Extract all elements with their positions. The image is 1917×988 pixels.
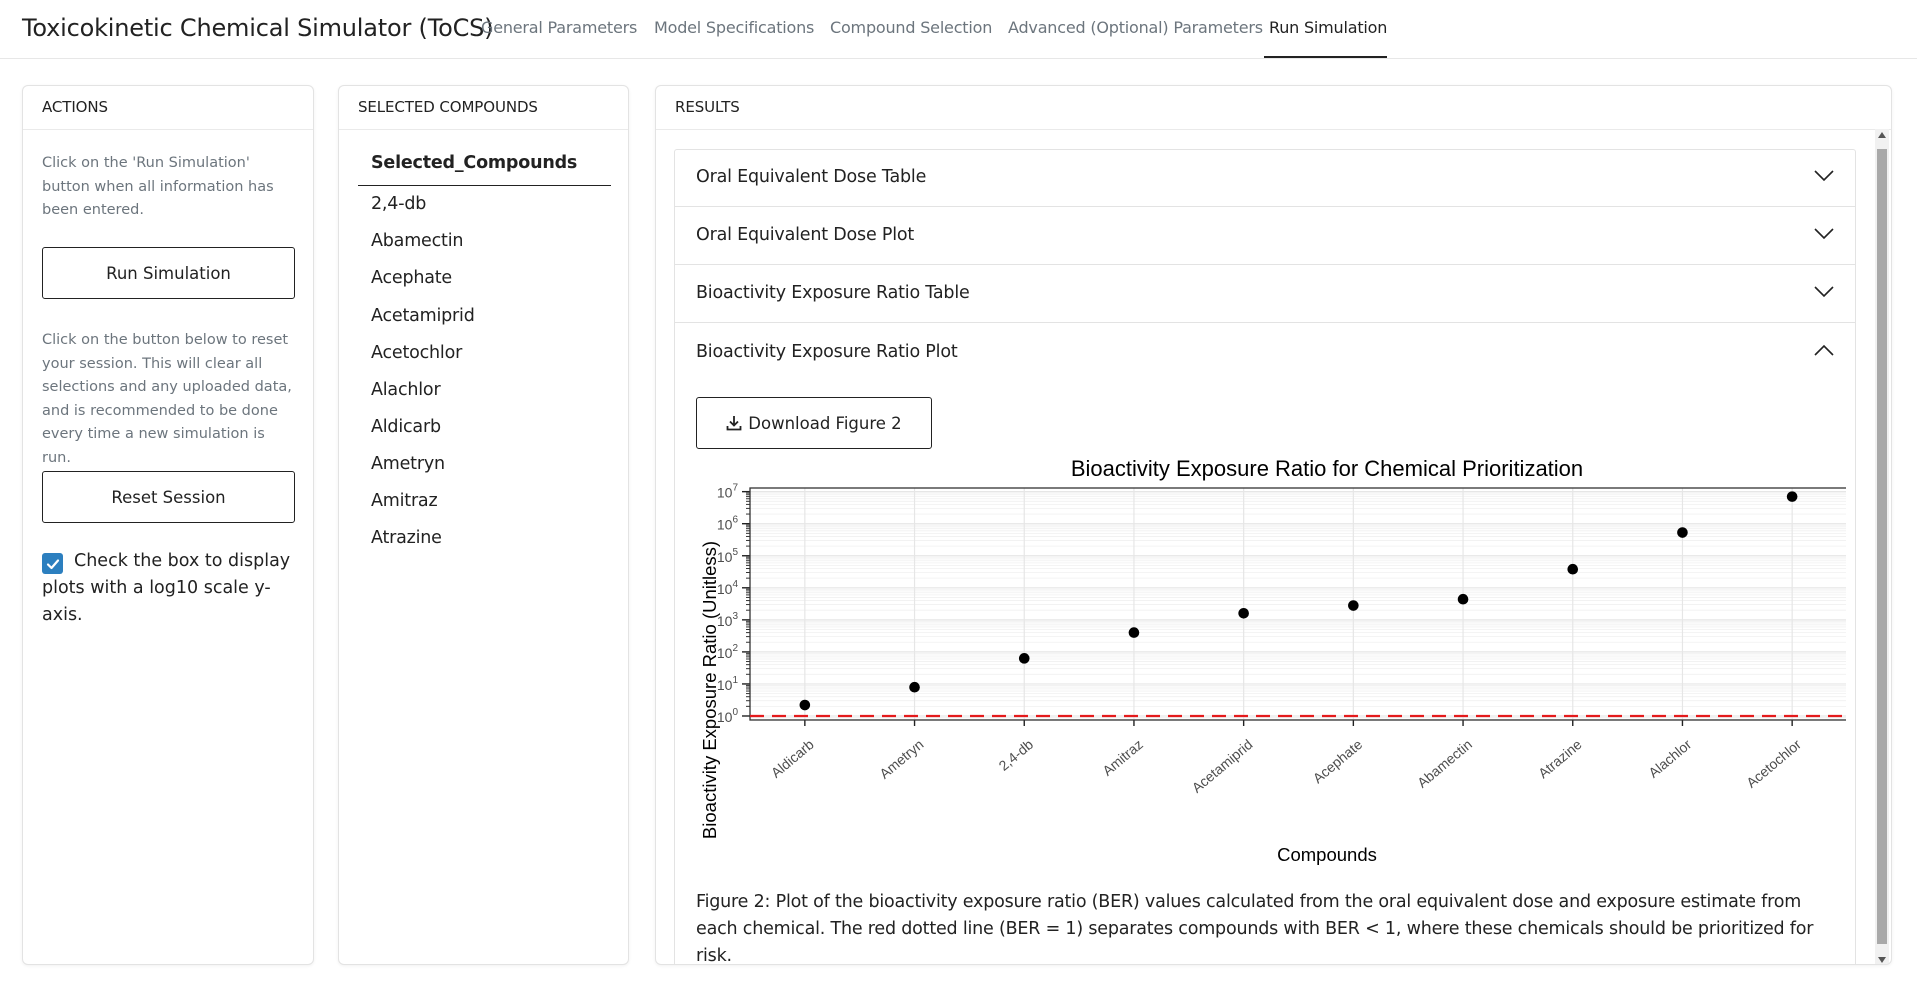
figure-caption: Figure 2: Plot of the bioactivity exposu… [696, 892, 1814, 965]
chevron-up-icon [1814, 344, 1834, 356]
scroll-up-icon[interactable] [1878, 132, 1886, 138]
y-tick-label: 105 [717, 547, 739, 565]
active-tab-indicator [1264, 56, 1387, 58]
chevron-down-icon [1814, 170, 1834, 182]
ber-chart: Bioactivity Exposure Ratio for Chemical … [699, 456, 1846, 865]
data-point [1128, 627, 1140, 638]
data-point [1018, 653, 1030, 664]
y-tick-label: 107 [717, 483, 739, 501]
x-tick-label: 2,4-db [995, 736, 1036, 774]
list-item: Acephate [371, 268, 453, 288]
reset-help-text: Click on the button below to reset your … [42, 332, 292, 466]
data-point [1567, 563, 1579, 575]
log-scale-label: Check the box to display plots with a lo… [42, 551, 291, 625]
x-tick-label: Amitraz [1099, 736, 1146, 779]
results-accordion [674, 149, 1856, 964]
checkmark-icon [46, 558, 59, 569]
accordion-ber-table[interactable]: Bioactivity Exposure Ratio Table [674, 265, 1856, 323]
download-label: Download Figure 2 [748, 413, 902, 433]
results-scrollbar[interactable] [1875, 129, 1889, 964]
y-axis-label: Bioactivity Exposure Ratio (Unitless) [699, 541, 720, 839]
actions-header: ACTIONS [23, 86, 313, 130]
x-tick-label: Atrazine [1535, 736, 1585, 781]
scroll-down-icon[interactable] [1878, 957, 1886, 963]
accordion-label: Bioactivity Exposure Ratio Plot [696, 342, 958, 362]
list-item: Abamectin [371, 231, 464, 251]
tab-general-parameters[interactable]: General Parameters [481, 18, 638, 37]
data-point [1238, 608, 1249, 619]
run-simulation-button[interactable]: Run Simulation [42, 247, 295, 299]
data-point [799, 699, 811, 711]
list-item: Alachlor [371, 380, 441, 400]
compounds-column-header: Selected_Compounds [358, 153, 611, 186]
tab-run-simulation[interactable]: Run Simulation [1269, 18, 1388, 37]
chart-title: Bioactivity Exposure Ratio for Chemical … [1071, 456, 1583, 481]
accordion-ber-plot[interactable]: Bioactivity Exposure Ratio Plot [674, 323, 1856, 382]
y-tick-label: 101 [717, 675, 739, 693]
x-tick-label: Acephate [1310, 736, 1366, 786]
download-figure-button[interactable]: Download Figure 2 [696, 397, 932, 449]
data-point [1786, 491, 1798, 502]
accordion-oral-dose-table[interactable]: Oral Equivalent Dose Table [674, 149, 1856, 207]
x-tick-label: Aldicarb [768, 736, 817, 781]
tab-compound-selection[interactable]: Compound Selection [830, 18, 993, 37]
x-tick-label: Alachlor [1645, 736, 1694, 781]
y-tick-label: 102 [717, 643, 739, 661]
accordion-label: Bioactivity Exposure Ratio Table [696, 283, 970, 303]
x-tick-label: Ametryn [876, 736, 926, 782]
log-scale-checkbox[interactable] [42, 553, 63, 574]
list-item: Amitraz [371, 491, 438, 511]
data-point [1348, 600, 1359, 611]
tab-advanced-parameters[interactable]: Advanced (Optional) Parameters [1008, 18, 1263, 37]
y-tick-label: 104 [717, 579, 739, 597]
y-tick-label: 100 [717, 707, 739, 725]
data-point [1457, 593, 1469, 605]
navbar: Toxicokinetic Chemical Simulator (ToCS) … [0, 0, 1917, 59]
list-item: Atrazine [371, 528, 442, 548]
x-tick-label: Acetamiprid [1189, 736, 1256, 796]
results-header: RESULTS [656, 86, 1891, 130]
reset-session-button[interactable]: Reset Session [42, 471, 295, 523]
list-item: Ametryn [371, 454, 445, 474]
data-point [909, 681, 920, 693]
chevron-down-icon [1814, 228, 1834, 240]
scroll-thumb[interactable] [1877, 149, 1887, 944]
list-item: Acetochlor [371, 343, 463, 363]
app-title: Toxicokinetic Chemical Simulator (ToCS) [22, 14, 494, 42]
selected-compounds-card: SELECTED COMPOUNDS Selected_Compounds 2,… [338, 85, 629, 965]
run-help-text: Click on the 'Run Simulation' button whe… [42, 155, 274, 218]
list-item: Acetamiprid [371, 306, 475, 326]
actions-card: ACTIONS Click on the 'Run Simulation' bu… [22, 85, 314, 965]
results-card: RESULTS Oral Equivalent Dose Table Oral … [655, 85, 1892, 965]
y-tick-label: 103 [717, 611, 739, 629]
accordion-oral-dose-plot[interactable]: Oral Equivalent Dose Plot [674, 207, 1856, 265]
x-tick-label: Abamectin [1414, 736, 1475, 791]
compounds-header: SELECTED COMPOUNDS [339, 86, 628, 130]
x-axis-label: Compounds [1277, 844, 1377, 865]
plot-border [749, 487, 1846, 721]
accordion-label: Oral Equivalent Dose Plot [696, 225, 915, 245]
data-point [1677, 527, 1688, 538]
chevron-down-icon [1814, 286, 1834, 298]
accordion-label: Oral Equivalent Dose Table [696, 167, 927, 187]
list-item: 2,4-db [371, 194, 427, 214]
y-tick-label: 106 [717, 515, 739, 533]
download-icon [726, 416, 742, 431]
tab-model-specifications[interactable]: Model Specifications [654, 18, 815, 37]
list-item: Aldicarb [371, 417, 441, 437]
x-tick-label: Acetochlor [1743, 736, 1804, 791]
